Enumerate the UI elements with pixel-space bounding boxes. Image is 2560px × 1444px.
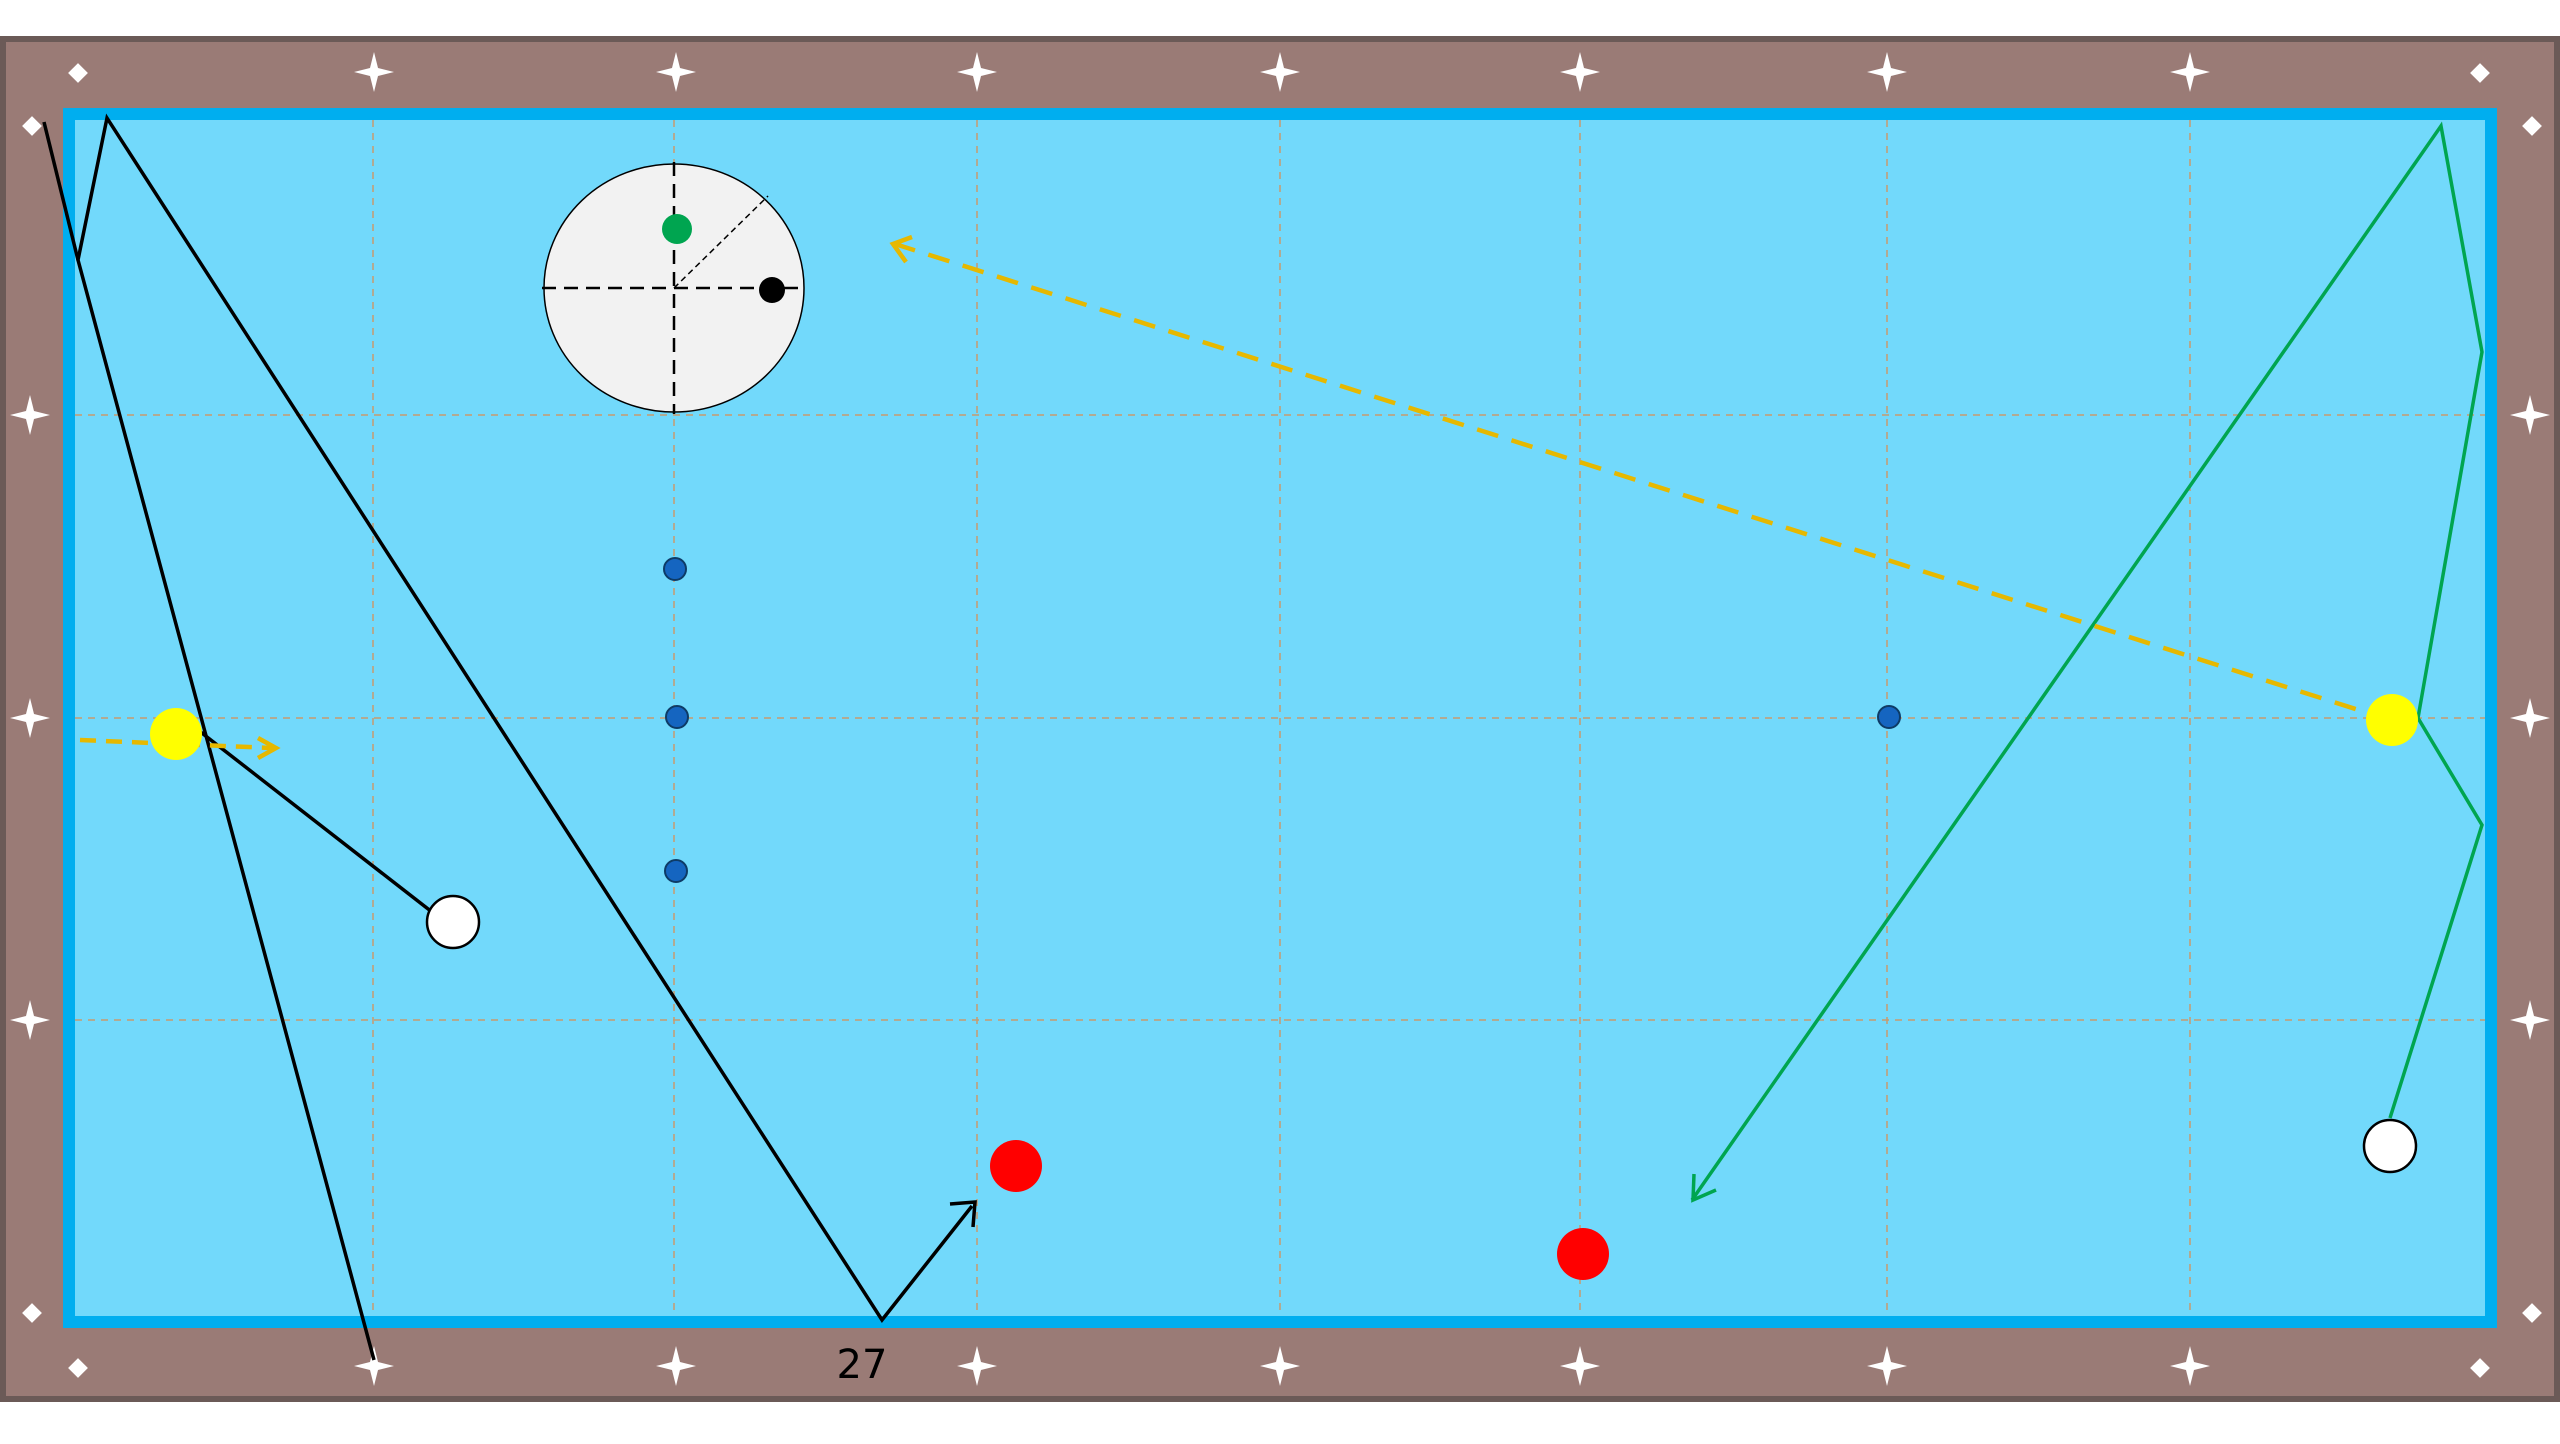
rail-sight-star: [1260, 1346, 1300, 1386]
spin-contact-green: [662, 214, 692, 244]
path-yellow-short-arrowhead: [256, 736, 281, 760]
rail-sight-star: [2170, 52, 2210, 92]
rail-sight-star: [1560, 52, 1600, 92]
red-ball-1: [990, 1140, 1042, 1192]
corner-diamond-top-left: [68, 63, 88, 83]
path-yellow-long: [894, 241, 2391, 723]
balls: [150, 694, 2418, 1280]
rail-sight-star: [656, 52, 696, 92]
rail-sight-star: [2170, 1346, 2210, 1386]
path-green: [1690, 121, 2484, 1203]
rail-sight-star: [1867, 52, 1907, 92]
red-ball-2: [1557, 1228, 1609, 1280]
corner-diamond-top-right: [2470, 63, 2490, 83]
corner-diamond-bottom-right: [2470, 1358, 2490, 1378]
rail-sight-star: [10, 698, 50, 738]
path-black: [42, 113, 977, 1361]
rail-sight-star: [2510, 698, 2550, 738]
spot: [1877, 705, 1901, 729]
rail-sights: [10, 52, 2550, 1386]
rail-sight-star: [2510, 1000, 2550, 1040]
rail-sight-star: [957, 1346, 997, 1386]
rail-sight-star: [354, 52, 394, 92]
rail-sight-star: [656, 1346, 696, 1386]
white-ball-left: [425, 894, 481, 950]
rail-sight-star: [354, 1346, 394, 1386]
rail-sight-star: [1867, 1346, 1907, 1386]
corner-diamond-right-bottom: [2522, 1303, 2542, 1323]
path-yellow-long-arrowhead: [889, 234, 913, 264]
corner-diamond-bottom-left: [68, 1358, 88, 1378]
yellow-ball-right: [2366, 694, 2418, 746]
path-black-short: [42, 121, 80, 261]
rail-sight-star: [1260, 52, 1300, 92]
rail-sight-star: [10, 1000, 50, 1040]
spot: [665, 705, 689, 729]
path-black-to-white: [196, 728, 434, 914]
spin-diagonal: [673, 195, 769, 289]
corner-diamond-right-top: [2522, 116, 2542, 136]
path-black-long: [76, 113, 974, 1361]
path-yellow: [79, 234, 2391, 760]
path-black-arrowhead: [949, 1200, 977, 1228]
spin-contact-black: [759, 277, 785, 303]
rail-diamonds: [22, 63, 2542, 1378]
path-green-main: [1690, 121, 2484, 1202]
rail-sight-star: [957, 52, 997, 92]
rail-sight-star: [1560, 1346, 1600, 1386]
path-green-arrowhead: [1691, 1173, 1717, 1203]
spot: [663, 557, 687, 581]
spot: [664, 859, 688, 883]
corner-diamond-left-bottom: [22, 1303, 42, 1323]
yellow-ball-left: [150, 708, 202, 760]
path-yellow-short: [79, 737, 273, 751]
white-ball-right: [2362, 1118, 2418, 1174]
table-spots: [663, 557, 1901, 883]
spin-indicator: [542, 162, 806, 414]
rail-sight-star: [10, 395, 50, 435]
rail-sight-star: [2510, 395, 2550, 435]
shot-number-label: 27: [837, 1342, 888, 1388]
